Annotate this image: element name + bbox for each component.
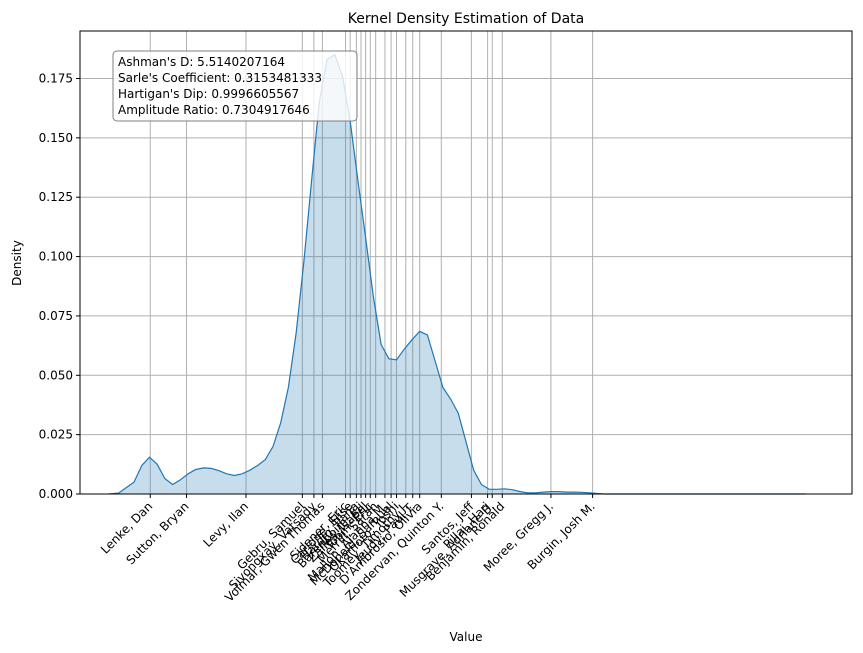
- y-tick-label: 0.000: [39, 487, 73, 501]
- y-tick-label: 0.050: [39, 368, 73, 382]
- stats-box: Ashman's D: 5.5140207164 Sarle's Coeffic…: [112, 50, 358, 122]
- chart-title: Kernel Density Estimation of Data: [348, 11, 584, 27]
- stat-hartigans-dip: Hartigan's Dip: 0.9996605567: [118, 87, 299, 101]
- y-axis-label: Density: [10, 240, 24, 286]
- y-tick-label: 0.100: [39, 250, 73, 264]
- y-tick-label: 0.125: [39, 190, 73, 204]
- stat-ashmans-d: Ashman's D: 5.5140207164: [118, 55, 285, 69]
- y-tick-label: 0.025: [39, 428, 73, 442]
- stat-sarles-coefficient: Sarle's Coefficient: 0.3153481333: [118, 71, 322, 85]
- stat-amplitude-ratio: Amplitude Ratio: 0.7304917646: [118, 103, 310, 117]
- y-tick-label: 0.175: [39, 71, 73, 85]
- x-axis-label: Value: [450, 630, 483, 644]
- stats-box-frame: [112, 50, 358, 122]
- plot-frame: [79, 30, 853, 495]
- y-tick-label: 0.150: [39, 131, 73, 145]
- y-tick-label: 0.075: [39, 309, 73, 323]
- y-tick-layer: 0.000 0.025 0.050 0.075 0.100 0.125 0.150 0.175: [39, 71, 80, 501]
